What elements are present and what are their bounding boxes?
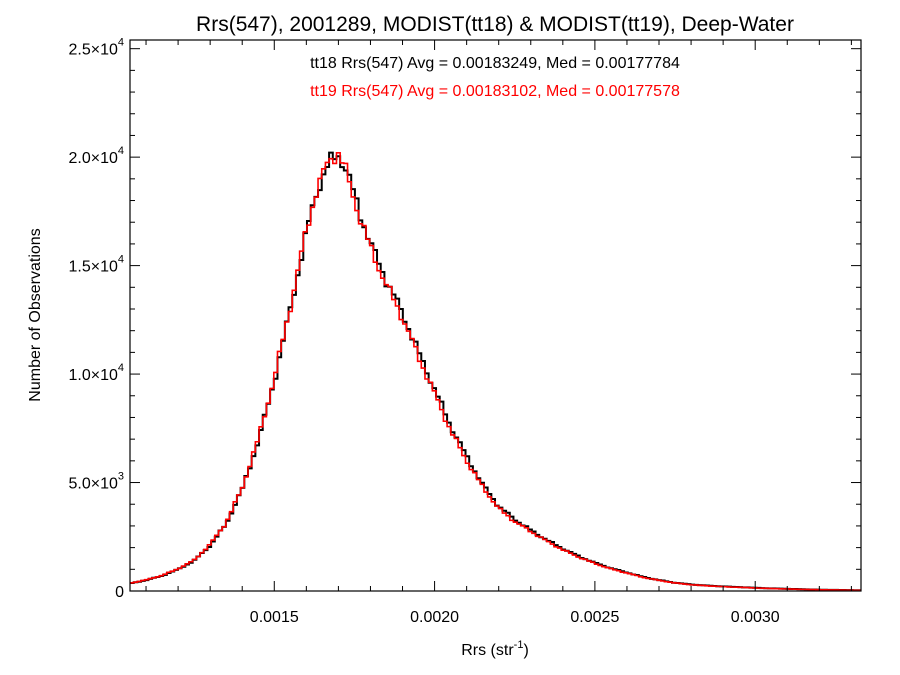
x-tick-label: 0.0030 (731, 609, 780, 626)
x-axis-label-superscript: -1 (514, 639, 524, 651)
y-tick-label: 1.0×104 (68, 362, 124, 384)
legend-annotation-tt18: tt18 Rrs(547) Avg = 0.00183249, Med = 0.… (310, 55, 680, 72)
y-tick-label: 0 (115, 584, 124, 601)
y-tick-label: 1.5×104 (68, 254, 124, 276)
x-tick-label: 0.0020 (410, 609, 459, 626)
series-layer (130, 151, 862, 592)
y-tick-label: 5.0×103 (68, 471, 124, 493)
y-tick-label: 2.5×104 (68, 37, 124, 59)
x-axis-label-end: ) (523, 642, 528, 659)
x-axis-ticks: 0.0015 0.0020 0.0025 0.0030 (145, 40, 852, 626)
y-axis-ticks: 0 5.0×103 1.0×104 1.5×104 2.0×104 2.5×104 (68, 37, 861, 601)
x-axis-label: Rrs (str-1) (461, 639, 529, 659)
y-tick-label: 2.0×104 (68, 145, 124, 167)
legend-annotation-tt19: tt19 Rrs(547) Avg = 0.00183102, Med = 0.… (310, 83, 680, 100)
chart-title: Rrs(547), 2001289, MODIST(tt18) & MODIST… (196, 13, 794, 36)
y-axis-label: Number of Observations (27, 228, 44, 401)
plot-frame (129, 39, 862, 592)
x-tick-label: 0.0015 (250, 609, 299, 626)
x-axis-label-base: Rrs (str (461, 642, 514, 659)
series-line-tt19 (130, 151, 861, 592)
x-tick-label: 0.0025 (570, 609, 619, 626)
